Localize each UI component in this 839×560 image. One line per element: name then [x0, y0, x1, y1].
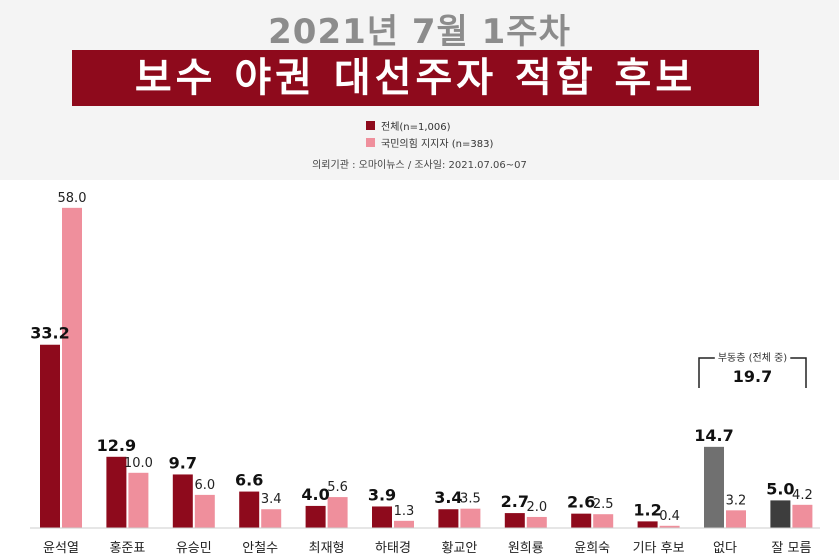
- bar-series1: [637, 521, 658, 528]
- data-label-series1: 3.4: [434, 488, 462, 507]
- bar-series2: [261, 509, 282, 528]
- annotation-value: 19.7: [733, 367, 772, 386]
- data-label-series1: 5.0: [766, 479, 794, 498]
- bar-series2: [792, 504, 813, 528]
- data-label-series1: 4.0: [301, 485, 329, 504]
- data-label-series2: 1.3: [394, 504, 415, 519]
- data-label-series1: 3.9: [368, 485, 396, 504]
- data-label-series1: 2.6: [567, 493, 595, 512]
- legend-label-series1: 전체(n=1,006): [381, 122, 451, 133]
- data-label-series2: 2.5: [593, 497, 614, 512]
- category-label: 원희룡: [508, 541, 544, 556]
- data-label-series2: 6.0: [194, 478, 215, 493]
- bar-series2: [726, 510, 746, 528]
- bar-series1: [239, 491, 260, 528]
- bar-series2: [526, 516, 547, 528]
- category-label: 없다: [713, 541, 737, 556]
- legend-item-series2: 국민의힘 지지자 (n=383): [366, 134, 493, 151]
- data-label-series1: 9.7: [169, 453, 197, 472]
- bar-series1: [40, 344, 60, 528]
- data-label-series2: 3.5: [460, 492, 481, 507]
- data-label-series2: 58.0: [58, 191, 87, 206]
- bar-series2: [460, 508, 481, 528]
- data-label-series1: 33.2: [30, 324, 69, 343]
- chart-title: 보수 야권 대선주자 적합 후보: [72, 50, 759, 106]
- bar-series2: [194, 494, 215, 528]
- category-label: 안철수: [242, 541, 278, 556]
- category-label: 윤희숙: [574, 541, 610, 556]
- bar-series1: [172, 474, 193, 528]
- category-label: 최재형: [309, 541, 345, 556]
- chart-subtitle: 2021년 7월 1주차: [268, 12, 571, 52]
- bar-series2: [62, 207, 82, 528]
- annotation-label: 부동층 (전체 중): [718, 352, 787, 364]
- data-label-series2: 4.2: [792, 488, 813, 503]
- category-label: 유승민: [176, 541, 212, 556]
- survey-source: 의뢰기관 : 오마이뉴스 / 조사일: 2021.07.06~07: [312, 160, 527, 171]
- bar-series1: [770, 500, 791, 528]
- bar-series2: [659, 525, 680, 528]
- legend-label-series2: 국민의힘 지지자 (n=383): [381, 139, 494, 150]
- bar-series1: [106, 456, 127, 528]
- data-label-series1: 2.7: [501, 492, 529, 511]
- category-label: 기타 후보: [633, 541, 685, 556]
- category-label: 황교안: [441, 541, 477, 556]
- data-label-series2: 0.4: [659, 509, 680, 524]
- category-label: 잘 모름: [771, 541, 811, 556]
- legend-item-series1: 전체(n=1,006): [366, 117, 493, 134]
- bar-series1: [438, 509, 459, 528]
- bar-series2: [327, 497, 348, 528]
- data-label-series1: 6.6: [235, 471, 263, 490]
- bar-series1: [305, 505, 326, 528]
- category-label: 홍준표: [109, 541, 145, 556]
- bar-series1: [372, 506, 392, 528]
- bar-series1: [704, 446, 724, 528]
- bar-series2: [394, 520, 414, 528]
- annotation-label-bg: [714, 351, 791, 365]
- bar-series2: [128, 472, 149, 528]
- bar-series1: [571, 513, 592, 528]
- data-label-series2: 3.4: [261, 492, 282, 507]
- category-label: 윤석열: [43, 541, 79, 556]
- chart-legend: 전체(n=1,006) 국민의힘 지지자 (n=383): [366, 117, 493, 151]
- bar-series2: [593, 514, 614, 528]
- category-label: 하태경: [375, 541, 411, 556]
- data-label-series2: 3.2: [726, 493, 747, 508]
- data-label-series1: 12.9: [97, 436, 136, 455]
- data-label-series1: 1.2: [633, 500, 661, 519]
- data-label-series2: 10.0: [124, 456, 153, 471]
- data-label-series2: 2.0: [526, 500, 547, 515]
- legend-swatch-series1: [366, 121, 375, 130]
- data-label-series2: 5.6: [327, 480, 348, 495]
- legend-swatch-series2: [366, 138, 375, 147]
- data-label-series1: 14.7: [694, 426, 733, 445]
- bar-series1: [504, 513, 525, 528]
